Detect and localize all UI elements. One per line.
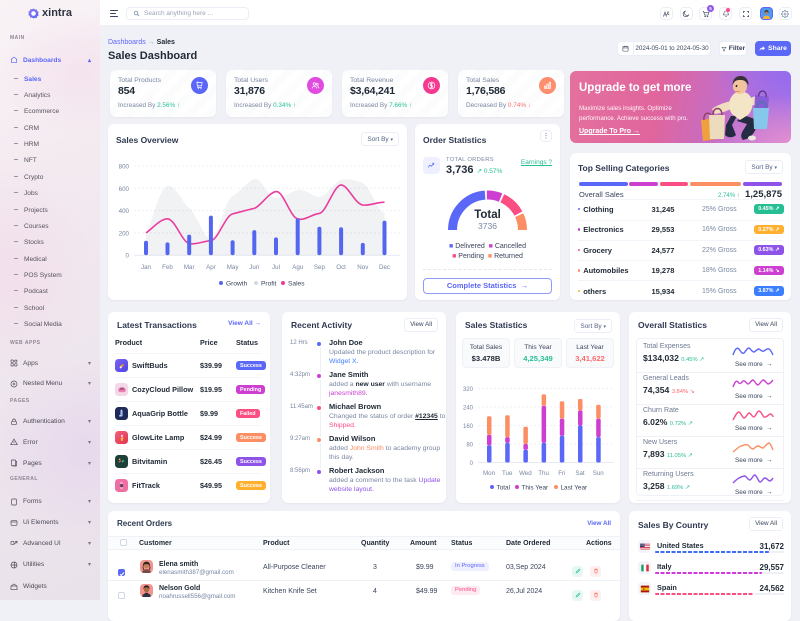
svg-text:Fri: Fri (558, 470, 565, 477)
svg-text:Nov: Nov (357, 264, 369, 271)
svg-text:Agu: Agu (292, 264, 304, 271)
svg-text:160: 160 (463, 424, 474, 430)
svg-text:Oct: Oct (336, 264, 346, 271)
svg-text:Sep: Sep (314, 264, 326, 271)
svg-text:Jun: Jun (249, 264, 260, 271)
svg-text:Profit: Profit (261, 281, 277, 288)
svg-text:0: 0 (126, 253, 130, 260)
svg-text:Total: Total (497, 485, 511, 492)
svg-text:Wed: Wed (519, 470, 532, 477)
svg-text:Last Year: Last Year (561, 485, 589, 492)
svg-text:Jan: Jan (141, 264, 152, 271)
svg-text:320: 320 (463, 387, 474, 393)
svg-text:Jul: Jul (272, 264, 280, 271)
svg-text:600: 600 (119, 186, 130, 193)
svg-text:Dec: Dec (379, 264, 390, 271)
svg-text:400: 400 (119, 208, 130, 215)
svg-text:★ ★ ★: ★ ★ ★ (640, 545, 643, 547)
svg-text:240: 240 (463, 406, 474, 412)
svg-text:Sun: Sun (593, 470, 605, 477)
svg-text:80: 80 (466, 443, 473, 449)
svg-text:★ ★ ★: ★ ★ ★ (640, 543, 643, 545)
svg-text:Mon: Mon (483, 470, 496, 477)
svg-text:Apr: Apr (206, 264, 216, 271)
svg-text:800: 800 (119, 164, 130, 171)
svg-text:200: 200 (119, 230, 130, 237)
svg-text:0: 0 (470, 461, 474, 467)
svg-text:Thu: Thu (538, 470, 549, 477)
svg-text:Growth: Growth (226, 281, 248, 288)
svg-text:Sales: Sales (288, 281, 305, 288)
svg-text:Mar: Mar (184, 264, 195, 271)
svg-text:Feb: Feb (162, 264, 173, 271)
svg-text:This Year: This Year (522, 485, 550, 492)
svg-text:Tue: Tue (502, 470, 513, 477)
svg-text:Sat: Sat (575, 470, 585, 477)
svg-text:May: May (227, 264, 240, 271)
